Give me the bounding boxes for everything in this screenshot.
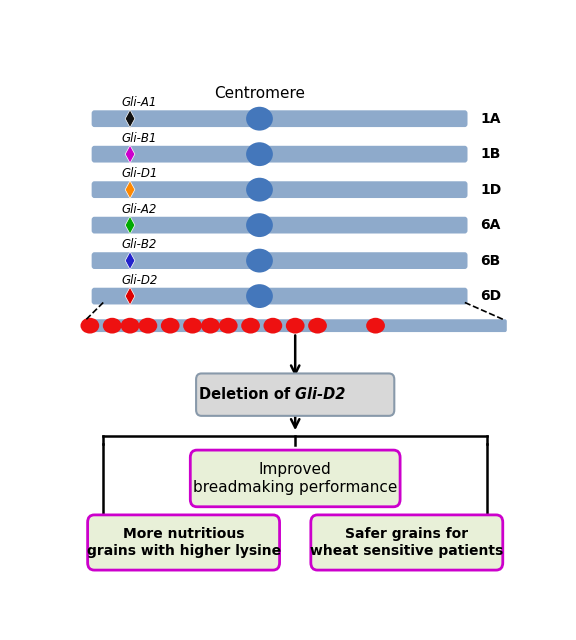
Text: 6B: 6B [480,253,501,268]
Polygon shape [125,216,135,234]
Polygon shape [125,287,135,305]
Ellipse shape [366,318,385,333]
Ellipse shape [246,213,273,237]
Polygon shape [125,252,135,269]
FancyBboxPatch shape [92,110,468,127]
Ellipse shape [120,318,139,333]
Ellipse shape [219,318,238,333]
Polygon shape [125,180,135,198]
Ellipse shape [308,318,327,333]
Ellipse shape [246,142,273,166]
FancyBboxPatch shape [190,450,400,507]
Polygon shape [125,145,135,163]
Ellipse shape [81,318,99,333]
Ellipse shape [263,318,282,333]
Text: Gli-A1: Gli-A1 [121,97,157,109]
Ellipse shape [246,107,273,131]
FancyBboxPatch shape [311,515,503,570]
Text: 1B: 1B [480,147,501,161]
Text: Centromere: Centromere [214,86,305,101]
Text: 1A: 1A [480,112,501,125]
Text: Deletion of ​: Deletion of ​ [199,387,295,402]
Text: 1D: 1D [480,182,502,196]
Ellipse shape [241,318,260,333]
Ellipse shape [201,318,220,333]
Ellipse shape [246,284,273,308]
FancyBboxPatch shape [84,319,507,332]
Text: More nutritious
grains with higher lysine: More nutritious grains with higher lysin… [86,527,281,557]
Text: 6A: 6A [480,218,501,232]
FancyBboxPatch shape [92,217,468,234]
Text: Gli-D2: Gli-D2 [121,274,157,287]
FancyBboxPatch shape [196,374,395,416]
Ellipse shape [183,318,202,333]
Ellipse shape [161,318,180,333]
Text: Safer grains for
wheat sensitive patients: Safer grains for wheat sensitive patient… [310,527,503,557]
Text: Gli-A2: Gli-A2 [121,203,157,216]
Ellipse shape [103,318,122,333]
Text: Improved
breadmaking performance: Improved breadmaking performance [193,462,397,495]
Ellipse shape [286,318,305,333]
FancyBboxPatch shape [92,252,468,269]
FancyBboxPatch shape [92,288,468,305]
Ellipse shape [246,178,273,202]
Text: Gli-B2: Gli-B2 [121,238,157,252]
Ellipse shape [246,249,273,273]
Text: Gli-B1: Gli-B1 [121,132,157,145]
Ellipse shape [138,318,157,333]
Polygon shape [125,110,135,127]
FancyBboxPatch shape [92,146,468,163]
Text: ​Gli-D2: ​Gli-D2 [295,387,346,402]
FancyBboxPatch shape [88,515,279,570]
Text: Gli-D1: Gli-D1 [121,167,157,180]
Text: 6D: 6D [480,289,502,303]
FancyBboxPatch shape [92,181,468,198]
